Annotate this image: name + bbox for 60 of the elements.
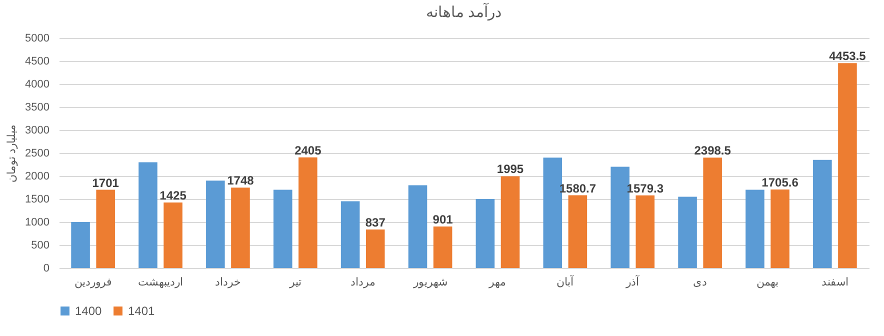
data-label: 1748 [227, 174, 254, 188]
bar [770, 190, 790, 268]
data-label: 1705.6 [762, 176, 799, 190]
bar [366, 230, 385, 268]
bar [813, 160, 832, 268]
x-tick-label: بهمن [756, 276, 778, 288]
y-tick-label: 3500 [25, 102, 50, 114]
x-tick-label: دی [693, 276, 708, 288]
bar [340, 201, 360, 268]
x-tick-label: آذر [625, 276, 640, 288]
y-tick-label: 2000 [25, 170, 50, 182]
data-label: 1701 [92, 176, 120, 190]
x-tick-label: مرداد [350, 276, 376, 288]
y-tick-label: 2500 [25, 148, 50, 160]
bar [273, 190, 292, 268]
y-tick-label: 4000 [25, 78, 50, 90]
y-tick-label: 3000 [25, 124, 50, 136]
y-tick-label: 1000 [25, 216, 50, 228]
bar [298, 157, 318, 268]
bar [231, 188, 250, 268]
bar [164, 202, 182, 268]
legend-label: 1401 [128, 304, 156, 318]
bar [476, 199, 495, 268]
bar [838, 63, 857, 268]
y-tick-label: 1500 [25, 194, 50, 206]
legend-label: 1400 [75, 304, 102, 318]
data-label: 2405 [294, 143, 322, 158]
bar [678, 196, 697, 268]
data-label: 4453.5 [829, 49, 866, 64]
y-axis-title: میلیارد تومان [6, 124, 18, 183]
bar [96, 190, 115, 268]
x-tick-label: مهر [488, 276, 506, 288]
bar [568, 195, 588, 268]
x-tick-label: شهریور [412, 276, 448, 288]
y-tick-label: 4500 [25, 56, 50, 68]
bar [138, 162, 158, 268]
bar [636, 195, 655, 268]
bar [500, 176, 520, 268]
bar [746, 190, 764, 268]
bar [610, 166, 630, 268]
chart-title: درآمد ماهانه [426, 3, 502, 21]
bar [703, 158, 722, 268]
x-tick-label: اسفند [821, 276, 848, 288]
x-tick-label: خرداد [214, 276, 241, 288]
bar [408, 185, 428, 268]
data-label: 901 [432, 212, 454, 227]
bar [71, 222, 90, 268]
bar [433, 226, 452, 268]
x-tick-label: اردیبهشت [138, 276, 184, 288]
x-tick-label: آبان [556, 276, 575, 288]
y-tick-label: 5000 [25, 32, 50, 44]
data-label: 1995 [496, 162, 524, 176]
y-tick-label: 500 [31, 240, 50, 252]
data-label: 2398.5 [694, 144, 732, 158]
x-tick-label: تیر [288, 276, 302, 288]
bar [206, 180, 225, 268]
x-tick-label: فروردین [74, 276, 112, 288]
data-label: 1425 [160, 188, 187, 202]
y-tick-label: 0 [43, 262, 50, 274]
data-label: 837 [365, 216, 386, 230]
